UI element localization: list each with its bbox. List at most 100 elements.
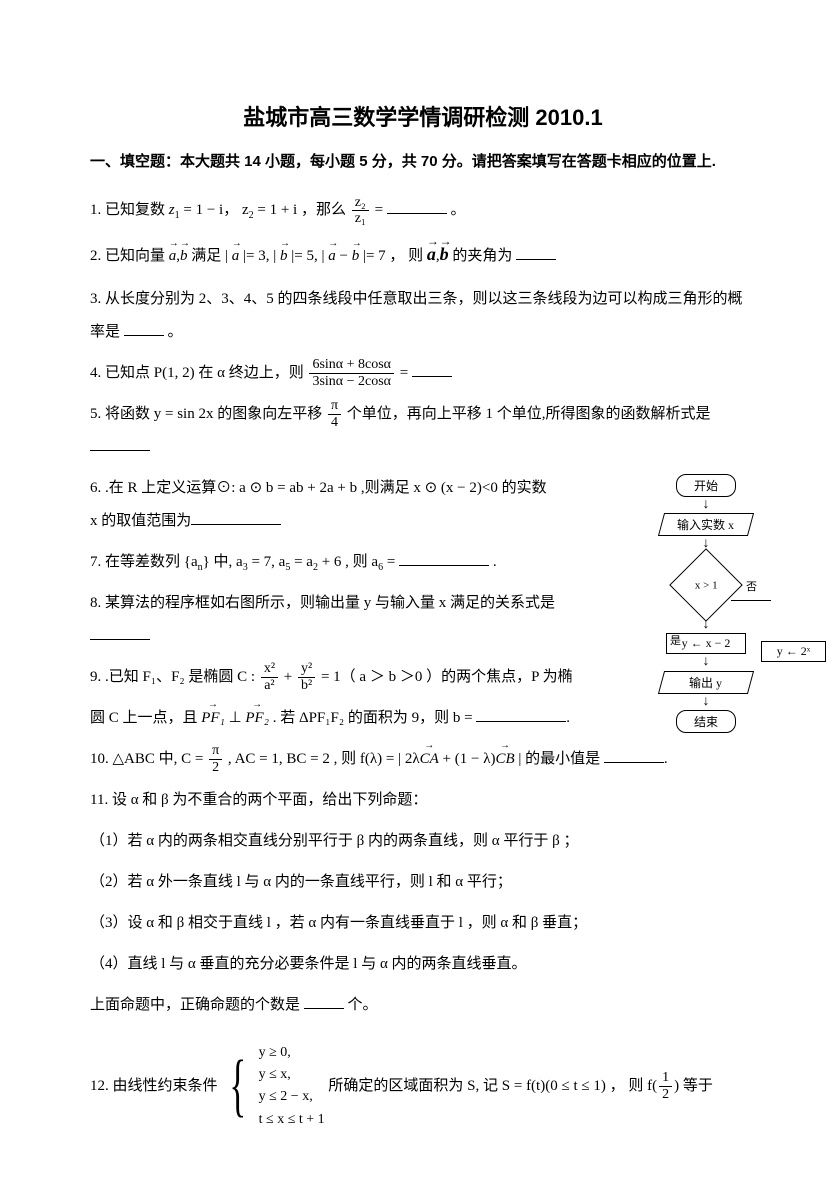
q3-text: 3. 从长度分别为 2、3、4、5 的四条线段中任意取出三条，则以这三条线段为边… [90, 291, 743, 340]
q9-mid: + [280, 669, 296, 685]
q11-blank [304, 993, 344, 1009]
q5-num: π [328, 398, 341, 414]
q10-num: π [209, 743, 222, 759]
q3-blank [124, 320, 164, 336]
fc-condition: x > 1 [669, 548, 743, 622]
q12-den: 2 [659, 1087, 672, 1102]
q10-ca: CA [420, 743, 439, 776]
fc-right-branch-container: y ← 2ˣ [761, 570, 821, 666]
arrow-icon: ↓ [656, 501, 756, 509]
section-1-header: 一、填空题：本大题共 14 小题，每小题 5 分，共 70 分。请把答案填写在答… [90, 150, 756, 174]
q7-e: + 6 , 则 a [318, 554, 378, 570]
q9-e: . [566, 710, 570, 726]
brace-content: y ≥ 0, y ≤ x, y ≤ 2 − x, t ≤ x ≤ t + 1 [259, 1042, 325, 1132]
q9-num2: y² [298, 661, 315, 677]
q2-vec-b1: b [180, 240, 188, 273]
question-12: 12. 由线性约束条件 { y ≥ 0, y ≤ x, y ≤ 2 − x, t… [90, 1042, 756, 1132]
question-11-4: （4）直线 l 与 α 垂直的充分必要条件是 l 与 α 内的两条直线垂直。 [90, 948, 756, 981]
q1-text-f: 。 [447, 202, 466, 218]
q7-d: = a [290, 554, 313, 570]
flowchart: 开始 ↓ 输入实数 x ↓ x > 1 是 否 ↓ y ← x − 2 ↓ 输出… [646, 470, 816, 737]
q11-b: 上面命题中，正确命题的个数是 [90, 997, 304, 1013]
q1-blank [387, 198, 447, 214]
q1-text-e: = [371, 202, 387, 218]
question-11-3: （3）设 α 和 β 相交于直线 l ，若 α 内有一条直线垂直于 l ，则 α… [90, 907, 756, 940]
q6-text-a: 6. .在 R 上定义运算⊙: a ⊙ b = ab + 2a + b ,则满足… [90, 480, 547, 496]
q2-vec-a2: a [232, 240, 240, 273]
q9-num1: x² [261, 661, 278, 677]
q10-den: 2 [209, 760, 222, 775]
q2-text-c: |= 3, | [239, 248, 280, 264]
q9-frac1: x²a² [261, 661, 278, 693]
q6-blank [191, 509, 281, 525]
question-11-2: （2）若 α 外一条直线 l 与 α 内的一条直线平行，则 l 和 α 平行； [90, 866, 756, 899]
arrow-icon: ↓ [656, 621, 756, 629]
q9-pf2: PF₂ [245, 702, 269, 735]
fc-yes-label: 是 [670, 632, 681, 648]
q11-c: 个。 [344, 997, 378, 1013]
fc-start: 开始 [676, 474, 736, 497]
q10-b: , AC = 1, BC = 2 , 则 f(λ) = | 2λ [224, 751, 419, 767]
q1-frac-den: z₁ [352, 211, 369, 226]
q7-c: = 7, a [248, 554, 286, 570]
q12-num: 1 [659, 1070, 672, 1086]
q4-fraction: 6sinα + 8cosα3sinα − 2cosα [309, 357, 394, 389]
fc-right-branch: y ← 2ˣ [761, 641, 826, 662]
q7-b: } 中, a [203, 554, 243, 570]
q9-c: 圆 C 上一点，且 [90, 710, 201, 726]
q2-text-d: |= 5, | [288, 248, 329, 264]
exam-title: 盐城市高三数学学情调研检测 2010.1 [90, 100, 756, 132]
q12-c1: y ≥ 0, [259, 1045, 291, 1060]
q10-frac: π2 [209, 743, 222, 775]
q7-blank [399, 550, 489, 566]
q4-text-a: 4. 已知点 P(1, 2) 在 α 终边上，则 [90, 365, 307, 381]
q2-vec-a4: a [427, 235, 436, 275]
q5-fraction: π4 [328, 398, 341, 430]
q4-text-b: = [396, 365, 412, 381]
q7-a: 7. 在等差数列 {a [90, 554, 198, 570]
q2-vec-a3: a [328, 240, 336, 273]
q12-frac: 12 [659, 1070, 672, 1102]
q9-a: 9. .已知 F₁、F₂ 是椭圆 C : [90, 669, 259, 685]
q9-den2: b² [298, 678, 315, 693]
q9-b: = 1（ a ＞ b ＞0 ）的两个焦点，P 为椭 [317, 669, 572, 685]
q4-num: 6sinα + 8cosα [309, 357, 394, 373]
q2-text-f: 的夹角为 [449, 248, 517, 264]
q1-text-d: = 1 + i ，那么 [254, 202, 350, 218]
q6-text-b: x 的取值范围为 [90, 513, 191, 529]
fc-output: 输出 y [658, 671, 754, 694]
q2-text-e: |= 7 ， 则 [359, 248, 427, 264]
q2-vec-b4: b [440, 235, 449, 275]
question-5: 5. 将函数 y = sin 2x 的图象向左平移 π4 个单位，再向上平移 1… [90, 398, 756, 464]
q1-fraction: z₂z₁ [352, 195, 369, 227]
q1-text-c: = 1 − i， z [180, 202, 249, 218]
q10-e: . [664, 751, 668, 767]
q7-f: = [383, 554, 399, 570]
q12-b: 所确定的区域面积为 S, 记 S = f(t)(0 ≤ t ≤ 1) ， 则 f… [328, 1078, 657, 1094]
question-10: 10. △ABC 中, C = π2 , AC = 1, BC = 2 , 则 … [90, 743, 756, 776]
question-11-end: 上面命题中，正确命题的个数是 个。 [90, 989, 756, 1022]
q3-end: 。 [164, 324, 183, 340]
q10-a: 10. △ABC 中, C = [90, 751, 207, 767]
q7-g: . [489, 554, 497, 570]
q2-blank [516, 244, 556, 260]
question-6: 6. .在 R 上定义运算⊙: a ⊙ b = ab + 2a + b ,则满足… [90, 472, 580, 538]
q12-d: ) 等于 [674, 1078, 713, 1094]
question-1: 1. 已知复数 z1 = 1 − i， z2 = 1 + i ，那么 z₂z₁ … [90, 194, 756, 227]
fc-cond-text: x > 1 [695, 579, 718, 591]
q9-frac2: y²b² [298, 661, 315, 693]
q10-cb: CB [495, 743, 514, 776]
question-9: 9. .已知 F₁、F₂ 是椭圆 C : x²a² + y²b² = 1（ a … [90, 661, 580, 694]
question-7: 7. 在等差数列 {an} 中, a3 = 7, a5 = a2 + 6 , 则… [90, 546, 580, 579]
q9-d: . 若 ΔPF₁F₂ 的面积为 9，则 b = [269, 710, 476, 726]
q5-den: 4 [328, 415, 341, 430]
question-8: 8. 某算法的程序框如右图所示，则输出量 y 与输入量 x 满足的关系式是 [90, 587, 580, 653]
question-11: 11. 设 α 和 β 为不重合的两个平面，给出下列命题： [90, 784, 756, 817]
q2-vec-b2: b [280, 240, 288, 273]
q5-text-b: 个单位，再向上平移 1 个单位,所得图象的函数解析式是 [343, 406, 711, 422]
q9-blank [476, 706, 566, 722]
q10-c: + (1 − λ) [439, 751, 496, 767]
question-4: 4. 已知点 P(1, 2) 在 α 终边上，则 6sinα + 8cosα3s… [90, 357, 756, 390]
q9-den1: a² [261, 678, 278, 693]
q8-text: 8. 某算法的程序框如右图所示，则输出量 y 与输入量 x 满足的关系式是 [90, 595, 555, 611]
